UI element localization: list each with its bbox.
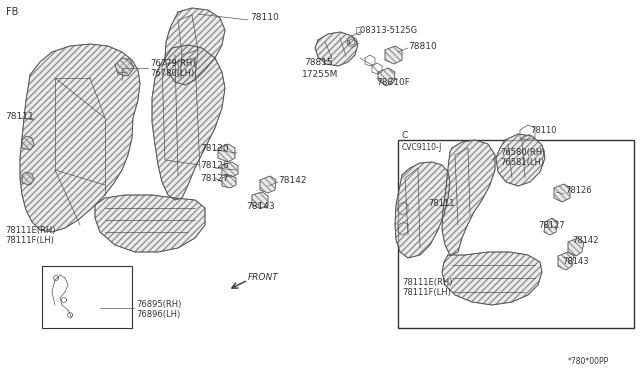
Text: 76896(LH): 76896(LH)	[136, 310, 180, 318]
Text: 17255M: 17255M	[302, 70, 339, 78]
Polygon shape	[22, 172, 34, 185]
Polygon shape	[222, 162, 238, 177]
Text: 78126: 78126	[200, 160, 228, 170]
Text: S: S	[346, 39, 349, 45]
Polygon shape	[260, 176, 276, 193]
Text: 78810: 78810	[408, 42, 436, 51]
Text: FB: FB	[6, 7, 19, 17]
Text: 78126: 78126	[565, 186, 591, 195]
Text: 78111: 78111	[428, 199, 454, 208]
Bar	[42, 266, 132, 328]
Polygon shape	[442, 140, 495, 255]
Polygon shape	[378, 68, 395, 86]
Polygon shape	[95, 195, 205, 252]
Polygon shape	[442, 252, 542, 305]
Polygon shape	[315, 32, 358, 66]
Text: 78110: 78110	[530, 125, 557, 135]
Polygon shape	[152, 45, 225, 200]
Text: 76780(LH): 76780(LH)	[150, 68, 195, 77]
Text: CVC9110-J: CVC9110-J	[402, 142, 442, 151]
Polygon shape	[252, 192, 268, 208]
Text: 78111F(LH): 78111F(LH)	[402, 288, 451, 296]
Polygon shape	[395, 162, 450, 258]
Text: 78111: 78111	[5, 112, 34, 121]
Text: 78127: 78127	[200, 173, 228, 183]
Polygon shape	[165, 8, 225, 85]
Text: Ⓝ08313-5125G: Ⓝ08313-5125G	[356, 26, 418, 35]
Text: 78110: 78110	[250, 13, 279, 22]
Text: 76895(RH): 76895(RH)	[136, 299, 181, 308]
Text: 78810F: 78810F	[376, 77, 410, 87]
Text: *780*00PP: *780*00PP	[568, 357, 609, 366]
Polygon shape	[222, 175, 236, 188]
Polygon shape	[568, 238, 584, 256]
Text: 78111E(RH): 78111E(RH)	[5, 225, 56, 234]
Text: 78142: 78142	[278, 176, 307, 185]
Polygon shape	[22, 136, 34, 150]
Polygon shape	[20, 44, 140, 232]
Text: 78143: 78143	[562, 257, 589, 266]
Text: 78815: 78815	[304, 58, 333, 67]
Polygon shape	[218, 144, 235, 162]
Polygon shape	[385, 46, 402, 64]
Text: 78143: 78143	[246, 202, 275, 211]
Polygon shape	[544, 218, 558, 235]
Text: 78127: 78127	[538, 221, 564, 230]
Polygon shape	[554, 184, 570, 202]
Text: 78120: 78120	[200, 144, 228, 153]
Text: FRONT: FRONT	[248, 273, 279, 282]
Text: C: C	[402, 131, 408, 140]
Text: 78142: 78142	[572, 235, 598, 244]
Text: 78111F(LH): 78111F(LH)	[5, 235, 54, 244]
Text: 78111E(RH): 78111E(RH)	[402, 278, 452, 286]
Polygon shape	[558, 252, 574, 270]
Polygon shape	[115, 58, 134, 76]
Text: 76779(RH): 76779(RH)	[150, 58, 195, 67]
Bar	[398, 140, 634, 328]
Text: 76580(RH): 76580(RH)	[500, 148, 545, 157]
Text: 76581(LH): 76581(LH)	[500, 157, 544, 167]
Polygon shape	[496, 134, 545, 186]
